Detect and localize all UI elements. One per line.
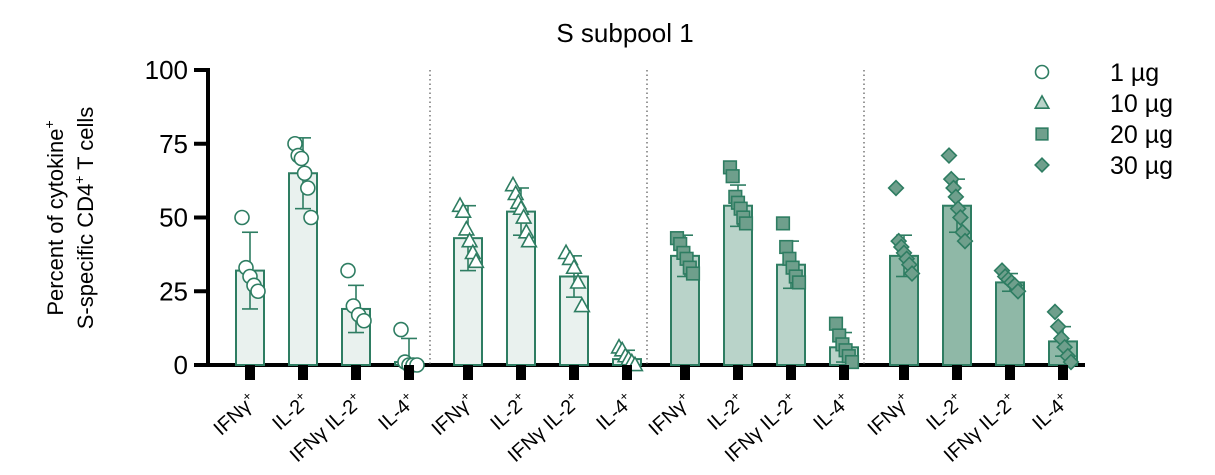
data-point: [234, 209, 250, 226]
data-point: [520, 231, 538, 248]
x-tick-label: IL-4+: [372, 388, 420, 435]
x-tick-label: IFNγ+: [426, 388, 480, 440]
y-axis-label-line1: Percent of cytokine+: [41, 120, 68, 315]
data-point: [296, 165, 313, 182]
y-tick-label: 100: [145, 55, 188, 85]
legend-marker-triangle: [1033, 94, 1051, 109]
y-tick-label: 25: [159, 276, 188, 306]
data-point: [457, 219, 476, 236]
y-axis-label: Percent of cytokine+ S-specific CD4+ T c…: [41, 107, 98, 330]
data-point: [1046, 303, 1064, 321]
data-point: [951, 209, 969, 226]
data-point: [293, 150, 310, 167]
x-tick-mark: [404, 365, 414, 380]
x-tick-mark: [952, 365, 962, 380]
legend-marker-diamond: [1034, 157, 1050, 173]
data-point: [250, 283, 266, 300]
legend-label: 1 µg: [1110, 59, 1159, 87]
data-point: [828, 316, 844, 331]
x-tick-mark: [786, 365, 796, 380]
data-point: [1009, 282, 1027, 300]
x-tick-label: IL-2+: [701, 388, 749, 435]
series-group: IFNγ+ IL-2+IFNγ IL-2+ IL-4+: [208, 135, 425, 467]
data-point: [779, 239, 794, 255]
data-point: [775, 216, 791, 231]
x-tick-label: IFNγ+: [208, 388, 262, 440]
x-tick-label: IL-4+: [590, 388, 638, 435]
x-tick-mark: [733, 365, 743, 380]
x-tick-mark: [516, 365, 526, 380]
series-group: IFNγ+ IL-2+IFNγ IL-2+ IL-4+: [643, 160, 860, 467]
y-axis-label-line2: S-specific CD4+ T cells: [71, 107, 98, 330]
data-point: [340, 262, 356, 279]
data-point: [460, 231, 479, 248]
legend-marker-square: [1035, 127, 1049, 141]
data-point: [956, 232, 974, 250]
y-tick-label: 0: [174, 350, 188, 380]
x-tick-mark: [463, 365, 473, 380]
x-tick-mark: [351, 365, 361, 380]
data-point: [356, 312, 372, 329]
x-tick-mark: [680, 365, 690, 380]
data-point: [887, 179, 905, 197]
x-tick-mark: [245, 365, 255, 380]
x-tick-label: IL-2+: [920, 388, 968, 435]
data-point: [299, 180, 316, 196]
series-group: IFNγ+ IL-2+IFNγ IL-2+ IL-4+: [862, 147, 1080, 467]
legend-label: 30 µg: [1110, 152, 1173, 180]
data-point: [504, 175, 522, 192]
data-point: [467, 252, 485, 269]
x-tick-label: IL-4+: [807, 388, 855, 435]
data-point: [725, 169, 740, 184]
data-point: [565, 258, 583, 275]
x-tick-mark: [622, 365, 632, 380]
data-point: [791, 275, 807, 290]
data-point: [454, 202, 472, 218]
data-point: [303, 209, 319, 226]
series-group: IFNγ+ IL-2+IFNγ IL-2+ IL-4+: [426, 175, 644, 467]
legend-label: 20 µg: [1110, 121, 1173, 149]
x-tick-mark: [1058, 365, 1068, 380]
data-point: [685, 266, 701, 281]
data-point: [569, 273, 587, 289]
x-tick-label: IFNγ+: [862, 388, 916, 440]
data-point: [573, 296, 591, 313]
x-tick-mark: [899, 365, 909, 380]
legend-label: 10 µg: [1110, 90, 1173, 118]
data-point: [393, 321, 409, 338]
x-tick-mark: [1005, 365, 1015, 380]
data-point: [514, 208, 533, 224]
legend: 1 µg 10 µg 20 µg 30 µg: [1033, 59, 1173, 180]
x-tick-mark: [298, 365, 308, 380]
x-tick-label: IL-2+: [266, 388, 314, 435]
y-tick-label: 75: [159, 129, 188, 159]
data-point: [940, 147, 958, 165]
data-point: [1062, 353, 1080, 371]
x-tick-label: IFNγ+: [643, 388, 697, 440]
legend-marker-circle: [1034, 64, 1050, 80]
x-tick-label: IL-2+: [484, 388, 532, 435]
x-tick-mark: [569, 365, 579, 380]
y-tick-label: 50: [159, 203, 188, 233]
data-point: [738, 216, 754, 231]
x-tick-mark: [839, 365, 849, 380]
chart-title: S subpool 1: [556, 18, 693, 48]
data-point: [903, 265, 921, 283]
x-tick-label: IL-4+: [1026, 388, 1074, 435]
